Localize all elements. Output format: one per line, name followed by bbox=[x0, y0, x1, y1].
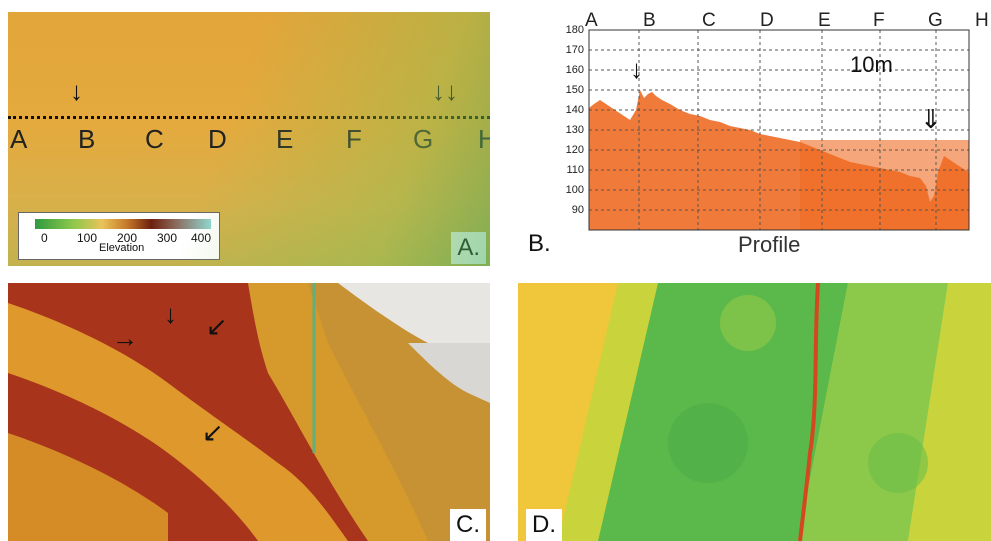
y-tick-label: 130 bbox=[565, 124, 584, 136]
y-tick-label: 120 bbox=[565, 144, 584, 156]
y-tick-label: 100 bbox=[565, 184, 584, 196]
profile-column-letter: G bbox=[928, 10, 943, 31]
y-tick-label: 180 bbox=[565, 24, 584, 36]
profile-column-letter: E bbox=[818, 10, 831, 31]
profile-column-letter: B bbox=[643, 10, 656, 31]
y-tick-label: 150 bbox=[565, 84, 584, 96]
panel-d-map: D. bbox=[518, 283, 991, 541]
profile-area-shade bbox=[800, 140, 969, 230]
profile-column-letter: C bbox=[702, 10, 716, 31]
arrow-down-left-icon: ↙ bbox=[202, 417, 224, 447]
arrow-down-icon: ↓ bbox=[164, 299, 177, 329]
scale-label: 10m bbox=[850, 52, 893, 77]
arrow-down-icon: ↓ bbox=[630, 54, 643, 84]
y-tick-label: 160 bbox=[565, 64, 584, 76]
panel-label-c: C. bbox=[450, 509, 486, 541]
panel-a-elevation-map: ↓ ↓↓ A B C D E F G H 0 100 200 300 400 E… bbox=[8, 12, 490, 266]
double-arrow-down-icon: ⇓ bbox=[920, 104, 942, 134]
panel-c-slope-map: → ↓ ↙ ↙ C. bbox=[8, 283, 490, 541]
profile-column-letter: H bbox=[975, 10, 989, 31]
profile-column-letter: F bbox=[873, 10, 885, 31]
y-tick-label: 170 bbox=[565, 44, 584, 56]
profile-column-letter: D bbox=[760, 10, 774, 31]
y-tick-label: 110 bbox=[566, 164, 584, 176]
panel-label-d: D. bbox=[526, 509, 562, 541]
panel-d-image bbox=[518, 283, 991, 541]
panel-label-b: B. bbox=[528, 230, 551, 257]
arrow-down-left-icon: ↙ bbox=[206, 311, 228, 341]
profile-column-letter: A bbox=[585, 10, 598, 31]
y-tick-label: 90 bbox=[571, 204, 584, 216]
panel-c-image bbox=[8, 283, 490, 541]
profile-title: Profile bbox=[738, 232, 801, 257]
arrow-right-icon: → bbox=[112, 323, 138, 353]
y-tick-label: 140 bbox=[565, 104, 584, 116]
